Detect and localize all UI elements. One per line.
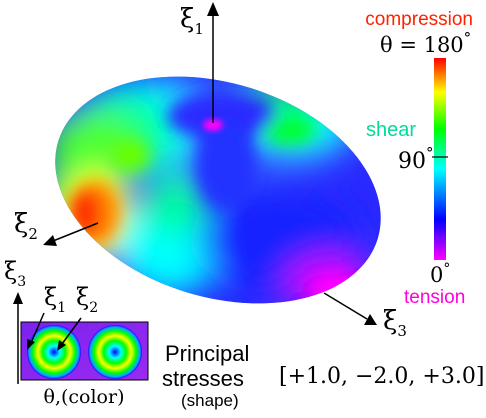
xi2-arrowhead: [43, 235, 57, 246]
stresses-label: stresses: [162, 366, 244, 391]
inset-donut-left: [27, 325, 81, 379]
theta-0-label: 0°: [430, 261, 450, 287]
theta-180-label: θ = 180°: [380, 29, 471, 57]
shear-label: shear: [366, 119, 416, 141]
xi3-arrow-shaft: [323, 292, 368, 320]
xi3-axis: ξ3: [323, 292, 407, 340]
colorbar-gradient: [434, 58, 446, 260]
theta-colorbar: compression θ = 180° shear 90° 0° tensio…: [365, 9, 473, 308]
compression-label: compression: [365, 9, 473, 30]
inset-caption: θ,(color): [44, 386, 125, 408]
inset-xi2-pointer: [61, 317, 82, 345]
principal-label: Principal: [165, 341, 249, 366]
xi2-axis: ξ2: [14, 209, 99, 246]
xi3-label: ξ3: [383, 306, 407, 340]
inset-xi3-label: ξ3: [4, 257, 26, 290]
xi1-arrowhead: [207, 2, 219, 16]
xi1-axis: ξ1: [180, 2, 219, 123]
principal-stresses-caption: Principal stresses (shape) [+1.0, −2.0, …: [162, 341, 484, 410]
inset-xi2-label: ξ2: [76, 283, 98, 316]
theta-map-inset: ξ3 ξ1 ξ2 θ,(color): [4, 257, 149, 408]
inset-xi3-arrowhead: [13, 292, 23, 304]
inset-frame: [20, 321, 149, 381]
tension-label: tension: [404, 287, 465, 308]
inset-xi2-arrowhead: [57, 340, 66, 351]
xi2-arrow-shaft: [52, 222, 99, 242]
inset-xi1-pointer: [30, 312, 45, 344]
principal-stress-values: [+1.0, −2.0, +3.0]: [279, 364, 484, 389]
xi3-arrowhead: [364, 314, 377, 325]
principal-stress-ellipsoid: [40, 60, 400, 330]
inset-xi1-label: ξ1: [44, 283, 66, 316]
inset-donut-right: [88, 325, 142, 379]
shape-label: (shape): [181, 391, 239, 410]
theta-90-label: 90°: [398, 144, 434, 174]
inset-xi1-arrowhead: [27, 339, 35, 350]
xi2-label: ξ2: [14, 209, 38, 243]
xi1-label: ξ1: [180, 4, 204, 38]
